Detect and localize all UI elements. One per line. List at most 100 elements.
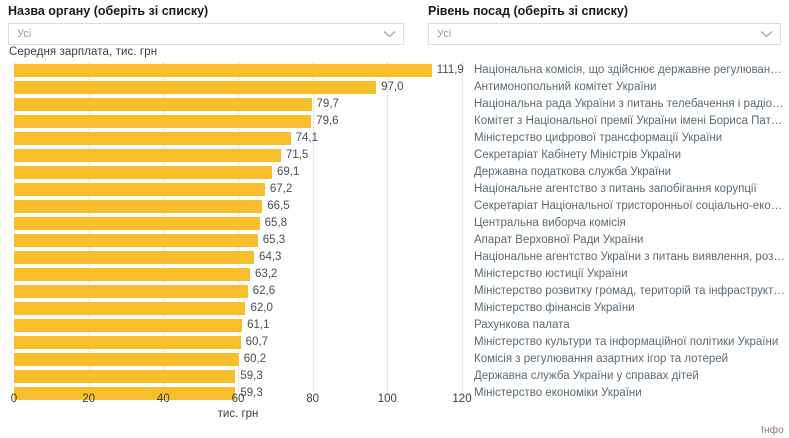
bar-value-label: 69,1 (276, 166, 300, 178)
bar[interactable] (14, 200, 263, 213)
filter-position-level-select[interactable]: Усі (428, 23, 781, 45)
bar-value-label: 111,9 (436, 64, 464, 76)
bar-value-label: 62,0 (250, 302, 273, 314)
bar-category-label: Міністерство розвитку громад, територій … (474, 285, 786, 297)
chart-plot-area: 111,9 Національна комісія, що здійснює де… (0, 62, 789, 400)
bar-category-label: Національне агентство з питань запобіган… (474, 183, 757, 195)
watermark: Інфо (761, 425, 784, 436)
bar-value-label: 97,0 (381, 81, 404, 93)
bar-category-label: Національна рада України з питань телеба… (474, 98, 786, 110)
bar-value-label: 59,3 (240, 370, 263, 382)
bar-category-label: Національне агентство України з питань в… (474, 251, 786, 263)
bar-category-label: Антимонопольний комітет України (474, 81, 657, 93)
bar[interactable] (14, 353, 239, 366)
bar[interactable] (14, 115, 312, 128)
bar[interactable] (14, 387, 236, 400)
chart-bar-row[interactable]: 64,3 Національне агентство України з пита… (0, 249, 789, 266)
bar[interactable] (14, 183, 265, 196)
bar-category-label: Рахункова палата (474, 319, 570, 331)
bar-value-label: 65,8 (264, 217, 288, 229)
bar-value-label: 71,5 (285, 149, 309, 161)
x-axis-tick: 100 (377, 393, 397, 405)
bar-value-label: 61,1 (247, 319, 270, 331)
bar[interactable] (14, 268, 250, 281)
chart-bar-row[interactable]: 71,5 Секретаріат Кабінету Міністрів Украї… (0, 147, 789, 164)
bar[interactable] (14, 319, 243, 332)
filter-organ-label: Назва органу (оберіть зі списку) (8, 4, 209, 18)
chart-bar-row[interactable]: 74,1 Міністерство цифрової трансформації … (0, 130, 789, 147)
chart-bar-row[interactable]: 79,7 Національна рада України з питань те… (0, 96, 789, 113)
bar-category-label: Державна служба України у справах дітей (474, 370, 699, 382)
chart-bar-row[interactable]: 62,6 Міністерство розвитку громад, терито… (0, 283, 789, 300)
chart-bar-row[interactable]: 69,1 Державна податкова служба України (0, 164, 789, 181)
chart-bar-row[interactable]: 61,1 Рахункова палата (0, 317, 789, 334)
bar-category-label: Міністерство цифрової трансформації Укра… (474, 132, 723, 144)
chart-bar-row[interactable]: 67,2 Національне агентство з питань запоб… (0, 181, 789, 198)
bar-value-label: 74,1 (295, 132, 319, 144)
bar-category-label: Комітет з Національної премії України ім… (474, 115, 786, 127)
gridline (312, 62, 314, 392)
x-axis-tick: 20 (82, 393, 96, 405)
chart-bar-row[interactable]: 63,2 Міністерство юстиції України (0, 266, 789, 283)
bar[interactable] (14, 302, 246, 315)
filter-organ-select[interactable]: Усі (8, 23, 404, 45)
bar[interactable] (14, 234, 258, 247)
bar[interactable] (14, 217, 260, 230)
gridline (387, 62, 389, 392)
chart-bar-row[interactable]: 97,0 Антимонопольний комітет України (0, 79, 789, 96)
chart-bar-row[interactable]: 60,7 Міністерство культури та інформаційн… (0, 334, 789, 351)
bar-value-label: 63,2 (254, 268, 278, 280)
chart-bar-row[interactable]: 59,3 Міністерство економіки України (0, 385, 789, 402)
filter-bar: Назва органу (оберіть зі списку) Усі Рів… (0, 0, 789, 45)
bar[interactable] (14, 81, 377, 94)
bar-value-label: 59,3 (240, 387, 263, 399)
bar-value-label: 60,7 (245, 336, 268, 348)
bar-category-label: Центральна виборча комісія (474, 217, 626, 229)
filter-position-level: Рівень посад (оберіть зі списку) Усі (420, 0, 789, 45)
bar[interactable] (14, 98, 312, 111)
chevron-down-icon (383, 30, 396, 38)
chart-x-axis: 0 20 40 60 80 100 120 (0, 392, 789, 412)
bar-category-label: Міністерство культури та інформаційної п… (474, 336, 779, 348)
chart-bar-row[interactable]: 79,6 Комітет з Національної премії Україн… (0, 113, 789, 130)
chart-bar-row[interactable]: 66,5 Секретаріат Національної тристороннь… (0, 198, 789, 215)
bar-value-label: 79,7 (316, 98, 339, 110)
bar-value-label: 66,5 (267, 200, 290, 212)
bar[interactable] (14, 149, 281, 162)
bar-category-label: Державна податкова служба України (474, 166, 671, 178)
chart-bar-rows: 111,9 Національна комісія, що здійснює де… (0, 62, 789, 402)
chevron-down-icon (760, 30, 773, 38)
bar[interactable] (14, 132, 291, 145)
chart-bar-row[interactable]: 62,0 Міністерство фінансів України (0, 300, 789, 317)
x-axis-tick: 60 (231, 393, 245, 405)
bar-value-label: 65,3 (262, 234, 286, 246)
filter-position-level-value: Усі (437, 27, 452, 40)
bar[interactable] (14, 285, 248, 298)
bar-value-label: 67,2 (269, 183, 293, 195)
bar[interactable] (14, 370, 236, 383)
x-axis-tick: 40 (156, 393, 170, 405)
bar-value-label: 64,3 (259, 251, 282, 263)
bar-value-label: 79,6 (316, 115, 339, 127)
bar[interactable] (14, 336, 241, 349)
x-axis-tick: 80 (306, 393, 320, 405)
chart-bar-row[interactable]: 65,3 Апарат Верховної Ради України (0, 232, 789, 249)
filter-organ-value: Усі (17, 27, 32, 40)
bar-category-label: Секретаріат Кабінету Міністрів України (474, 149, 682, 161)
bar[interactable] (14, 166, 272, 179)
bar-value-label: 62,6 (252, 285, 276, 297)
bar[interactable] (14, 251, 255, 264)
bar-category-label: Міністерство фінансів України (474, 302, 635, 314)
chart-bar-row[interactable]: 59,3 Державна служба України у справах ді… (0, 368, 789, 385)
chart-bar-row[interactable]: 65,8 Центральна виборча комісія (0, 215, 789, 232)
bar-category-label: Апарат Верховної Ради України (474, 234, 644, 246)
chart-bar-row[interactable]: 60,2 Комісія з регулювання азартних ігор … (0, 351, 789, 368)
bar-value-label: 60,2 (243, 353, 267, 365)
bar-category-label: Міністерство юстиції України (474, 268, 628, 280)
filter-position-level-label: Рівень посад (оберіть зі списку) (428, 4, 628, 18)
filter-organ: Назва органу (оберіть зі списку) Усі (0, 0, 420, 45)
chart-bar-row[interactable]: 111,9 Національна комісія, що здійснює де… (0, 62, 789, 79)
bar[interactable] (14, 64, 432, 77)
gridline (462, 62, 463, 392)
